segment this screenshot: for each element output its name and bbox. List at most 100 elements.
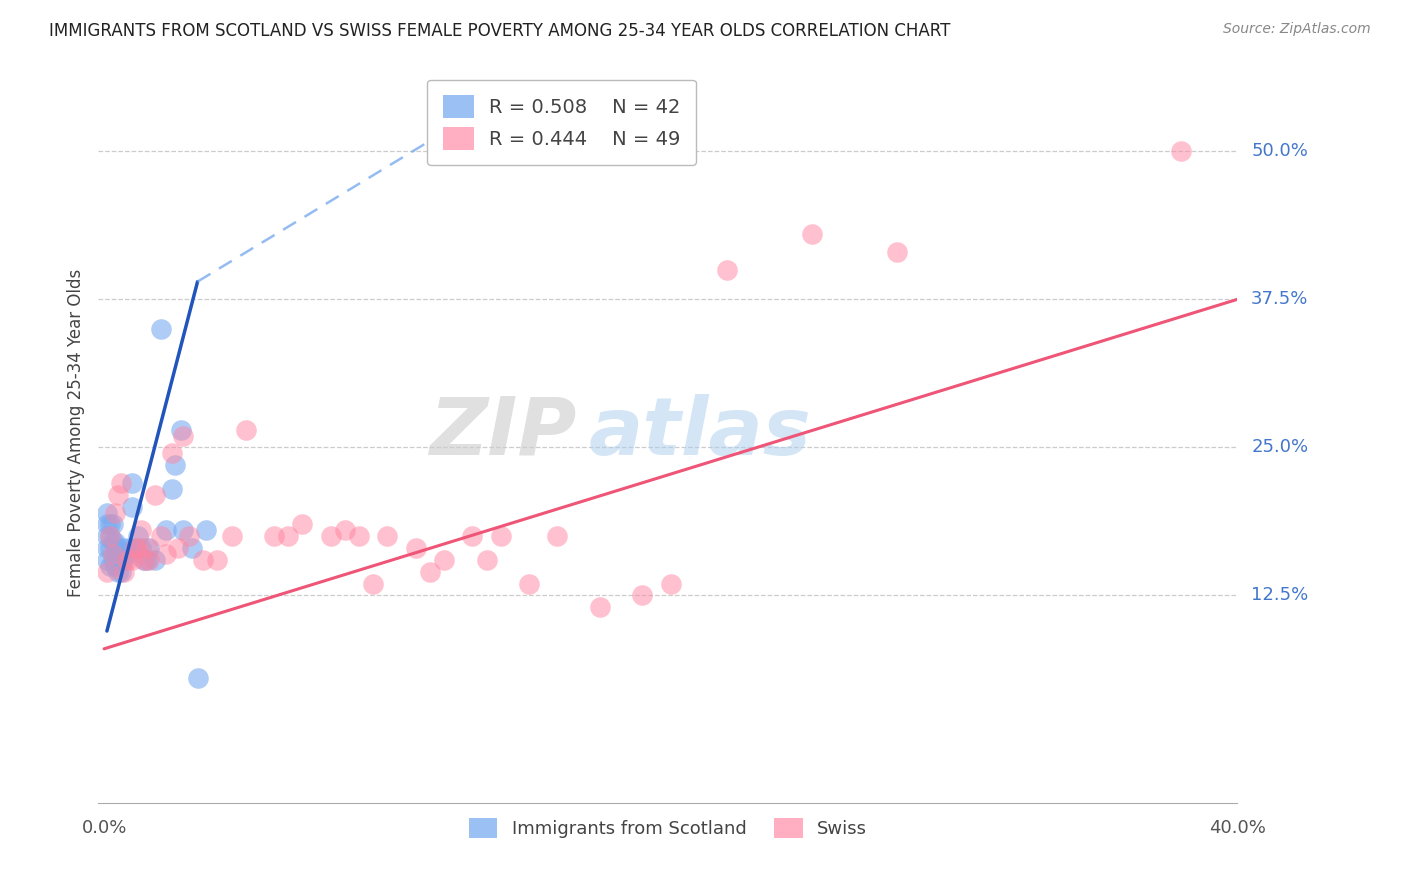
Text: ZIP: ZIP <box>429 393 576 472</box>
Point <box>187 672 209 686</box>
Point <box>107 488 129 502</box>
Point <box>110 553 132 567</box>
Point <box>207 553 229 567</box>
Point <box>193 553 215 567</box>
Point <box>377 529 399 543</box>
Point <box>127 541 149 555</box>
Point <box>96 506 118 520</box>
Text: Source: ZipAtlas.com: Source: ZipAtlas.com <box>1223 22 1371 37</box>
Text: IMMIGRANTS FROM SCOTLAND VS SWISS FEMALE POVERTY AMONG 25-34 YEAR OLDS CORRELATI: IMMIGRANTS FROM SCOTLAND VS SWISS FEMALE… <box>49 22 950 40</box>
Point <box>127 529 149 543</box>
Point <box>121 475 143 490</box>
Point <box>177 529 200 543</box>
Point <box>263 529 285 543</box>
Point <box>886 244 908 259</box>
Point <box>517 576 540 591</box>
Point <box>333 524 356 538</box>
Point <box>104 558 127 573</box>
Point <box>107 565 129 579</box>
Point <box>104 506 127 520</box>
Point <box>124 541 146 555</box>
Point <box>112 541 135 555</box>
Point <box>716 262 738 277</box>
Point <box>143 553 166 567</box>
Point <box>172 428 194 442</box>
Point <box>98 558 121 573</box>
Point <box>143 488 166 502</box>
Point <box>98 529 121 543</box>
Point <box>149 322 172 336</box>
Point <box>101 517 124 532</box>
Point <box>631 589 654 603</box>
Point <box>138 553 160 567</box>
Point <box>163 458 186 473</box>
Point <box>419 565 441 579</box>
Point <box>433 553 456 567</box>
Point <box>96 529 118 543</box>
Text: 50.0%: 50.0% <box>1251 143 1308 161</box>
Point <box>110 475 132 490</box>
Point <box>110 565 132 579</box>
Text: 25.0%: 25.0% <box>1251 439 1309 457</box>
Point <box>115 553 138 567</box>
Point <box>1170 145 1192 159</box>
Point <box>115 547 138 561</box>
Point <box>405 541 427 555</box>
Point <box>104 547 127 561</box>
Point <box>138 541 160 555</box>
Point <box>475 553 498 567</box>
Point <box>101 553 124 567</box>
Point <box>104 535 127 549</box>
Point <box>107 541 129 555</box>
Point <box>361 576 384 591</box>
Point <box>169 423 191 437</box>
Point <box>347 529 370 543</box>
Text: 12.5%: 12.5% <box>1251 587 1309 605</box>
Point <box>118 541 141 555</box>
Point <box>112 565 135 579</box>
Text: 37.5%: 37.5% <box>1251 291 1309 309</box>
Point <box>124 541 146 555</box>
Text: atlas: atlas <box>588 393 811 472</box>
Point <box>546 529 568 543</box>
Point <box>121 553 143 567</box>
Point <box>135 553 157 567</box>
Point <box>489 529 512 543</box>
Point <box>160 446 183 460</box>
Point <box>180 541 202 555</box>
Point <box>149 529 172 543</box>
Point <box>160 482 183 496</box>
Point <box>801 227 824 242</box>
Point <box>659 576 682 591</box>
Point <box>121 500 143 514</box>
Point <box>166 541 188 555</box>
Point <box>96 553 118 567</box>
Point <box>589 600 612 615</box>
Point <box>98 517 121 532</box>
Point <box>155 524 177 538</box>
Point <box>319 529 342 543</box>
Y-axis label: Female Poverty Among 25-34 Year Olds: Female Poverty Among 25-34 Year Olds <box>66 268 84 597</box>
Point <box>129 524 152 538</box>
Point <box>101 547 124 561</box>
Legend: Immigrants from Scotland, Swiss: Immigrants from Scotland, Swiss <box>461 810 875 846</box>
Point <box>96 517 118 532</box>
Point <box>221 529 243 543</box>
Point <box>135 541 157 555</box>
Point <box>132 553 155 567</box>
Point <box>107 553 129 567</box>
Point <box>98 541 121 555</box>
Point <box>129 541 152 555</box>
Point <box>132 553 155 567</box>
Point <box>96 565 118 579</box>
Point <box>235 423 257 437</box>
Point <box>291 517 314 532</box>
Point <box>98 529 121 543</box>
Point <box>172 524 194 538</box>
Point <box>112 553 135 567</box>
Point <box>195 524 218 538</box>
Point <box>277 529 299 543</box>
Point <box>101 535 124 549</box>
Point <box>461 529 484 543</box>
Point <box>96 541 118 555</box>
